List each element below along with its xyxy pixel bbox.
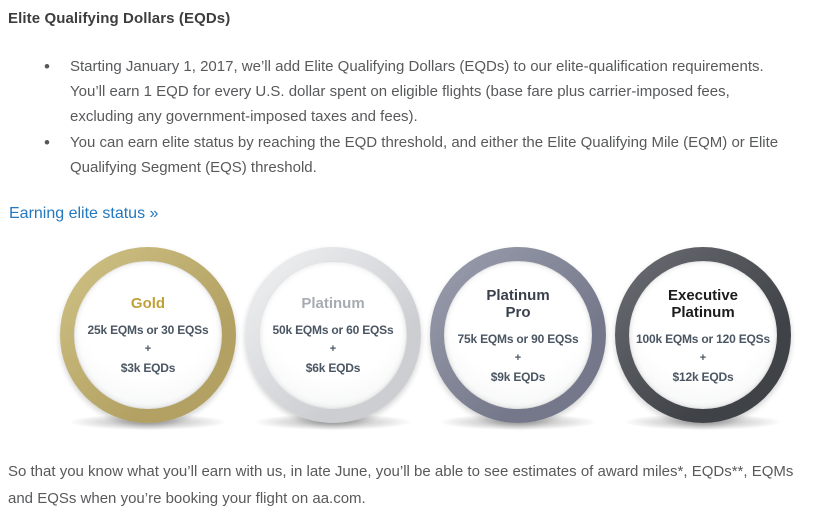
badge-ring: Platinum Pro 75k EQMs or 90 EQSs + $9k E… <box>430 247 606 423</box>
status-badge-platinum-pro: Platinum Pro 75k EQMs or 90 EQSs + $9k E… <box>430 247 606 430</box>
badge-requirement: 50k EQMs or 60 EQSs <box>272 323 394 337</box>
status-badge-platinum: Platinum 50k EQMs or 60 EQSs + $6k EQDs <box>245 247 421 430</box>
footer-note: So that you know what you’ll earn with u… <box>8 463 794 507</box>
badge-ring: Executive Platinum 100k EQMs or 120 EQSs… <box>615 247 791 423</box>
badge-eqd: $12k EQDs <box>672 369 734 384</box>
badge-eqd: $3k EQDs <box>120 361 176 375</box>
badge-requirement: 75k EQMs or 90 EQSs <box>457 331 579 346</box>
badge-title-line2: Pro <box>505 303 531 321</box>
earning-elite-status-link[interactable]: Earning elite status » <box>9 205 159 222</box>
badge-inner: Platinum Pro 75k EQMs or 90 EQSs + $9k E… <box>444 261 592 409</box>
badge-ring: Platinum 50k EQMs or 60 EQSs + $6k EQDs <box>245 247 421 423</box>
badge-requirement: 100k EQMs or 120 EQSs <box>636 331 770 346</box>
badge-title: Platinum <box>486 286 550 304</box>
badge-inner: Gold 25k EQMs or 30 EQSs + $3k EQDs <box>74 261 222 409</box>
status-badges-row: Gold 25k EQMs or 30 EQSs + $3k EQDs Plat… <box>60 247 822 430</box>
plus-sign: + <box>514 351 522 364</box>
plus-sign: + <box>699 351 707 364</box>
plus-sign: + <box>329 343 337 355</box>
bullet-item-eqd-intro: Starting January 1, 2017, we’ll add Elit… <box>42 54 784 129</box>
plus-sign: + <box>144 343 152 355</box>
badge-requirement: 25k EQMs or 30 EQSs <box>87 323 209 337</box>
badge-inner: Platinum 50k EQMs or 60 EQSs + $6k EQDs <box>259 261 407 409</box>
page-title: Elite Qualifying Dollars (EQDs) <box>8 10 231 27</box>
badge-title: Executive <box>667 286 739 304</box>
badge-eqd: $6k EQDs <box>305 361 361 375</box>
badge-eqd: $9k EQDs <box>490 369 546 384</box>
status-badge-gold: Gold 25k EQMs or 30 EQSs + $3k EQDs <box>60 247 236 430</box>
status-badge-executive-platinum: Executive Platinum 100k EQMs or 120 EQSs… <box>615 247 791 430</box>
bullet-item-elite-status: You can earn elite status by reaching th… <box>42 130 784 180</box>
badge-title: Gold <box>130 295 166 312</box>
bullet-list: Starting January 1, 2017, we’ll add Elit… <box>8 54 822 180</box>
badge-ring: Gold 25k EQMs or 30 EQSs + $3k EQDs <box>60 247 236 423</box>
badge-title: Platinum <box>301 295 365 312</box>
badge-title-line2: Platinum <box>671 303 735 321</box>
badge-inner: Executive Platinum 100k EQMs or 120 EQSs… <box>629 261 777 409</box>
